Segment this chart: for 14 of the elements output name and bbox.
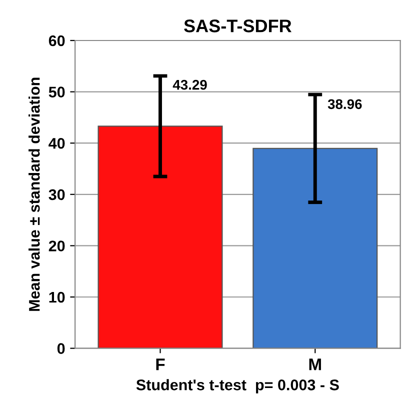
chart-title: SAS-T-SDFR bbox=[184, 20, 292, 32]
data-label: 43.29 bbox=[172, 80, 207, 90]
y-tick-label: 40 bbox=[48, 138, 65, 149]
x-tick-label: F bbox=[156, 358, 165, 370]
y-tick-label: 20 bbox=[48, 240, 65, 252]
y-tick-label: 10 bbox=[49, 292, 65, 303]
x-axis-title: Student's t-test p= 0.003 - S bbox=[136, 379, 339, 394]
y-tick-label: 60 bbox=[48, 35, 65, 46]
x-tick-label: M bbox=[309, 358, 321, 370]
y-axis-title: Mean value ± standard deviation bbox=[28, 78, 40, 311]
y-tick-label: 0 bbox=[57, 343, 65, 354]
y-tick-label: 30 bbox=[48, 189, 65, 200]
y-tick-label: 50 bbox=[48, 86, 65, 98]
data-label: 38.96 bbox=[328, 99, 362, 110]
